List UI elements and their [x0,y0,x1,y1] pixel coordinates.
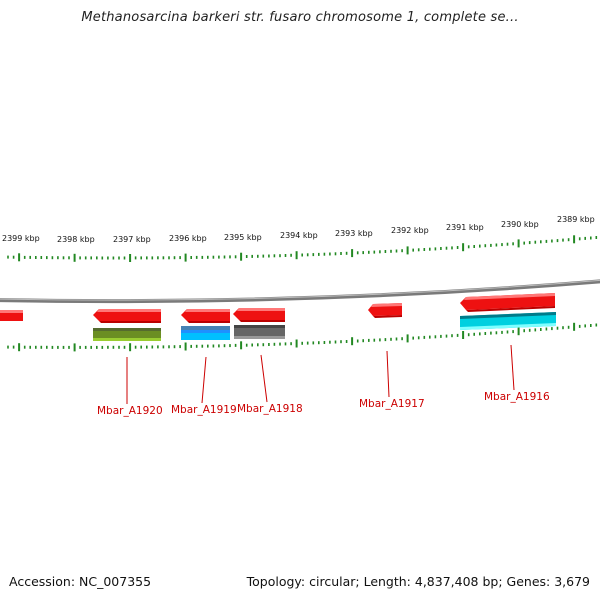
gene-label-mbar-a1916[interactable]: Mbar_A1916 [484,391,550,403]
tick-label-2398: 2398 kbp [57,235,95,244]
tick-label-2389: 2389 kbp [557,215,595,224]
topology-summary: Topology: circular; Length: 4,837,408 bp… [246,574,590,589]
tick-labels: 2399 kbp 2398 kbp 2397 kbp 2396 kbp 2395… [2,215,595,244]
tick-label-2394: 2394 kbp [280,231,318,240]
gene-arrow-mbar-a1916[interactable] [460,293,555,312]
tick-label-2392: 2392 kbp [391,226,429,235]
tick-label-2391: 2391 kbp [446,223,484,232]
tick-label-2395: 2395 kbp [224,233,262,242]
gene-arrows[interactable] [0,293,555,323]
tick-label-2390: 2390 kbp [501,220,539,229]
chromosome-backbone [0,279,600,304]
tick-label-2396: 2396 kbp [169,234,207,243]
gene-label-mbar-a1918[interactable]: Mbar_A1918 [237,403,303,415]
feature-blocks[interactable] [93,312,556,341]
leader-mbar-a1917 [386,350,390,398]
gene-arrow-mbar-a1919[interactable] [181,309,230,323]
feature-block-olive[interactable] [93,328,161,341]
feature-block-blue[interactable] [181,326,230,340]
gene-label-mbar-a1917[interactable]: Mbar_A1917 [359,398,425,410]
gene-arrow-mbar-a1920[interactable] [93,309,161,323]
gene-labels: Mbar_A1920 Mbar_A1919 Mbar_A1918 Mbar_A1… [97,391,550,417]
accession-text: Accession: NC_007355 [9,574,152,589]
tick-label-2393: 2393 kbp [335,229,373,238]
leader-mbar-a1919 [201,356,207,404]
gene-arrow-mbar-a1917[interactable] [368,303,402,318]
tick-label-2397: 2397 kbp [113,235,151,244]
gene-arrow-partial-left[interactable] [0,310,23,321]
leader-mbar-a1916 [510,344,515,391]
lower-tick-ruler [7,322,598,352]
tick-label-2399: 2399 kbp [2,234,40,243]
upper-tick-ruler [7,235,598,262]
sequence-title: Methanosarcina barkeri str. fusaro chrom… [81,10,519,25]
gene-label-mbar-a1920[interactable]: Mbar_A1920 [97,405,163,417]
leader-mbar-a1918 [260,354,268,403]
gene-label-mbar-a1919[interactable]: Mbar_A1919 [171,404,237,416]
feature-block-gray[interactable] [234,325,285,339]
feature-block-cyan[interactable] [460,312,556,330]
gene-arrow-mbar-a1918[interactable] [233,308,285,322]
chromosome-backbone-highlight [0,279,600,301]
gene-label-leaders [126,344,515,404]
